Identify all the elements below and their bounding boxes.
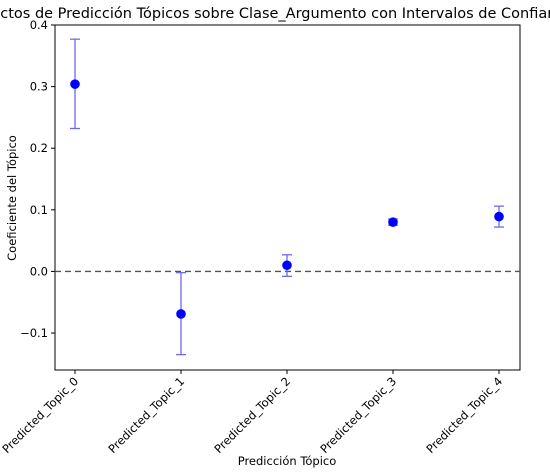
data-point (70, 79, 80, 89)
x-tick-label: Predicted_Topic_0 (0, 374, 81, 456)
plot-frame (54, 24, 521, 371)
x-tick-label: Predicted_Topic_3 (317, 374, 399, 456)
x-tick-label: Predicted_Topic_4 (423, 374, 505, 456)
y-tick-label: −0.1 (20, 326, 48, 340)
y-tick-label: 0.0 (30, 264, 48, 278)
data-point (388, 217, 398, 227)
y-tick-label: 0.2 (30, 141, 48, 155)
y-tick-label: 0.1 (30, 203, 48, 217)
y-tick-label: 0.3 (30, 80, 48, 94)
x-tick-label: Predicted_Topic_2 (211, 374, 293, 456)
y-tick-label: 0.4 (30, 18, 48, 32)
x-axis-label: Predicción Tópico (238, 454, 337, 468)
y-axis-label: Coeficiente del Tópico (5, 135, 19, 261)
chart-title: Efectos de Predicción Tópicos sobre Clas… (0, 6, 550, 22)
data-point (176, 309, 186, 319)
data-point (494, 211, 504, 222)
data-point (282, 260, 292, 271)
plot-area: −0.1 0.0 0.1 0.2 0.3 0.4 Predicted_Topic_0 Pred… (0, 18, 521, 456)
x-tick-label: Predicted_Topic_1 (105, 374, 187, 456)
